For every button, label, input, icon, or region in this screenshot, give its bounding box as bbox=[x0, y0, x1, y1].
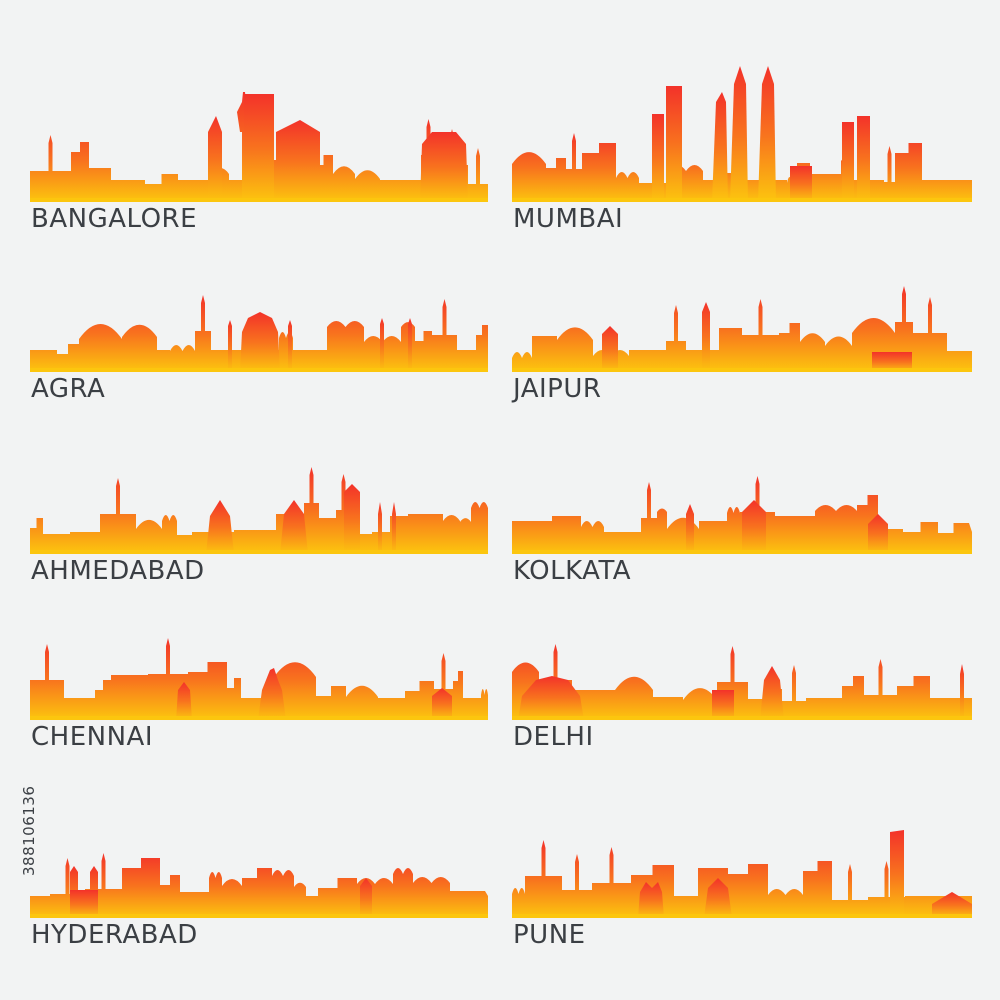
skyline-base-band bbox=[512, 550, 972, 554]
landmark-lotus bbox=[518, 676, 584, 720]
landmark-gateway bbox=[730, 66, 748, 202]
skyline-silhouette bbox=[30, 119, 488, 202]
landmark-bridge bbox=[742, 500, 766, 554]
skyline-agra bbox=[30, 295, 488, 372]
landmark-domes bbox=[790, 166, 812, 202]
skyline-base-band bbox=[512, 198, 972, 202]
skyline-ahmedabad bbox=[30, 467, 488, 554]
landmark-minarets bbox=[408, 318, 412, 372]
image-id-watermark: 388106136 bbox=[20, 785, 38, 876]
landmark-equestrian-statue bbox=[890, 830, 904, 918]
city-label-mumbai: MUMBAI bbox=[513, 204, 624, 234]
landmark-palace bbox=[602, 326, 618, 372]
landmark-arch bbox=[868, 514, 888, 554]
landmark-domes bbox=[176, 682, 192, 720]
landmark-india-gate bbox=[712, 690, 734, 720]
city-label-ahmedabad: AHMEDABAD bbox=[31, 556, 205, 586]
landmark-skyscraper bbox=[244, 94, 274, 202]
skyline-delhi bbox=[512, 644, 972, 720]
skyline-jaipur bbox=[512, 286, 972, 372]
landmark-skyscraper bbox=[712, 92, 728, 202]
city-label-pune: PUNE bbox=[513, 920, 586, 950]
skyline-hyderabad bbox=[30, 853, 488, 918]
skyline-base-band bbox=[30, 550, 488, 554]
skyline-silhouette bbox=[512, 286, 972, 372]
skyline-base-band bbox=[30, 198, 488, 202]
landmark-temple-gopuram bbox=[258, 668, 286, 720]
landmark-equestrian-statue bbox=[704, 878, 732, 918]
landmark-arches bbox=[872, 352, 912, 372]
city-label-chennai: CHENNAI bbox=[31, 722, 153, 752]
landmark-spire bbox=[208, 116, 222, 202]
city-label-kolkata: KOLKATA bbox=[513, 556, 632, 586]
landmark-charminar bbox=[70, 890, 98, 918]
landmark-domes bbox=[380, 318, 384, 372]
landmark-domes bbox=[240, 312, 280, 372]
city-label-hyderabad: HYDERABAD bbox=[31, 920, 198, 950]
landmark-skyscraper bbox=[638, 882, 664, 918]
skyline-base-band bbox=[30, 368, 488, 372]
landmark-minaret bbox=[960, 664, 964, 720]
landmark-domes bbox=[344, 484, 360, 554]
landmark-tower bbox=[702, 302, 710, 372]
landmark-tower bbox=[206, 500, 234, 554]
skyline-silhouette bbox=[30, 638, 488, 720]
skyline-chennai bbox=[30, 638, 488, 720]
landmark-domes bbox=[760, 666, 784, 720]
landmark-slanted-tower bbox=[276, 120, 320, 202]
landmark-minarets bbox=[228, 320, 232, 372]
landmark-memorial bbox=[686, 504, 694, 554]
skyline-silhouette bbox=[512, 644, 972, 720]
skyline-base-band bbox=[512, 716, 972, 720]
city-label-agra: AGRA bbox=[31, 374, 106, 404]
city-label-delhi: DELHI bbox=[513, 722, 594, 752]
city-label-jaipur: JAIPUR bbox=[513, 374, 602, 404]
landmark-twin-towers bbox=[652, 114, 664, 202]
skyline-base-band bbox=[30, 914, 488, 918]
landmark-palaces bbox=[360, 878, 372, 918]
skyline-base-band bbox=[30, 716, 488, 720]
landmark-tomb bbox=[288, 320, 292, 372]
skyline-bangalore bbox=[30, 92, 488, 202]
skyline-pune bbox=[512, 830, 972, 918]
landmark-domes bbox=[378, 502, 382, 554]
landmark-twin-towers bbox=[666, 86, 682, 202]
skyline-silhouette bbox=[30, 467, 488, 554]
landmark-skyscraper bbox=[842, 122, 854, 202]
city-label-bangalore: BANGALORE bbox=[31, 204, 198, 234]
skyline-silhouette bbox=[30, 853, 488, 918]
landmark-tower bbox=[392, 502, 396, 554]
landmark-temple bbox=[420, 132, 468, 202]
landmark-domes bbox=[758, 66, 776, 202]
skyline-base-band bbox=[512, 368, 972, 372]
landmark-clock-tower bbox=[432, 688, 452, 720]
landmark-domes bbox=[932, 892, 972, 918]
skyline-base-band bbox=[512, 914, 972, 918]
skyline-silhouette bbox=[512, 840, 972, 918]
landmark-minarets bbox=[280, 500, 308, 554]
skyline-mumbai bbox=[512, 66, 972, 202]
landmark-gateway bbox=[857, 116, 870, 202]
skyline-silhouette bbox=[30, 295, 488, 372]
skyline-kolkata bbox=[512, 476, 972, 554]
